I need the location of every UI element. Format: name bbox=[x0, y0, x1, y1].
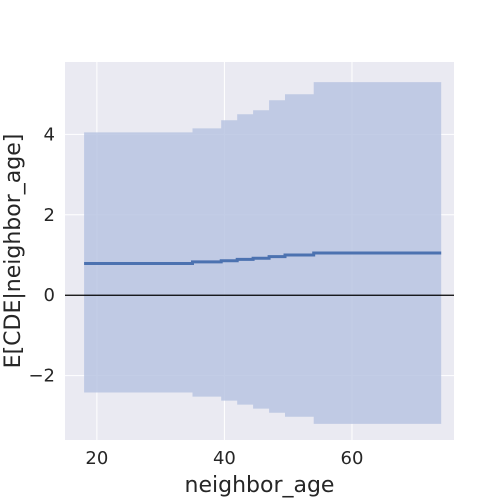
x-tick-label: 40 bbox=[213, 448, 236, 469]
confidence-band bbox=[84, 82, 442, 424]
x-tick-label: 60 bbox=[341, 448, 364, 469]
x-tick-label: 20 bbox=[85, 448, 108, 469]
y-tick-label: 2 bbox=[44, 205, 55, 226]
x-tick-labels: 20 40 60 bbox=[85, 448, 363, 469]
y-axis-label: E[CDE|neighbor_age] bbox=[1, 134, 26, 369]
x-axis-label: neighbor_age bbox=[185, 473, 335, 498]
y-tick-labels: −2 0 2 4 bbox=[28, 124, 55, 386]
series-line bbox=[84, 251, 442, 265]
y-tick-label: 0 bbox=[44, 285, 55, 306]
y-tick-label: 4 bbox=[44, 124, 55, 145]
y-tick-label: −2 bbox=[28, 366, 55, 387]
